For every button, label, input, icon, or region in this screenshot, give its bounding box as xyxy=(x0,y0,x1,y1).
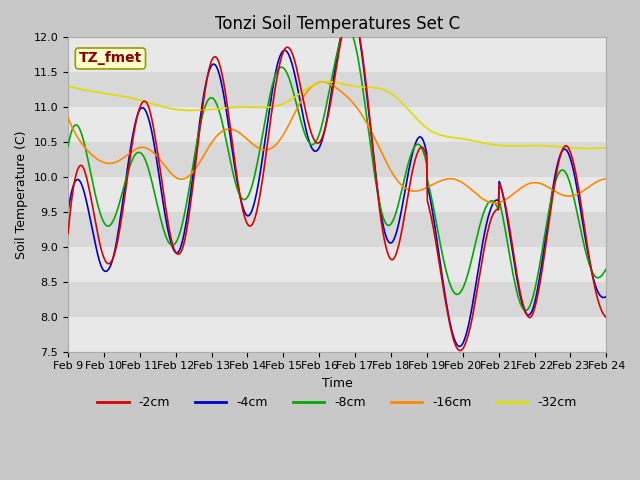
Bar xyxy=(68,317,606,351)
Legend: -2cm, -4cm, -8cm, -16cm, -32cm: -2cm, -4cm, -8cm, -16cm, -32cm xyxy=(92,391,582,414)
X-axis label: Time: Time xyxy=(322,377,353,390)
Title: Tonzi Soil Temperatures Set C: Tonzi Soil Temperatures Set C xyxy=(214,15,460,33)
Bar xyxy=(68,247,606,282)
Bar xyxy=(68,37,606,72)
Bar xyxy=(68,142,606,177)
Bar xyxy=(68,177,606,212)
Bar xyxy=(68,107,606,142)
Text: TZ_fmet: TZ_fmet xyxy=(79,51,142,65)
Bar xyxy=(68,72,606,107)
Y-axis label: Soil Temperature (C): Soil Temperature (C) xyxy=(15,130,28,259)
Bar xyxy=(68,212,606,247)
Bar xyxy=(68,282,606,317)
